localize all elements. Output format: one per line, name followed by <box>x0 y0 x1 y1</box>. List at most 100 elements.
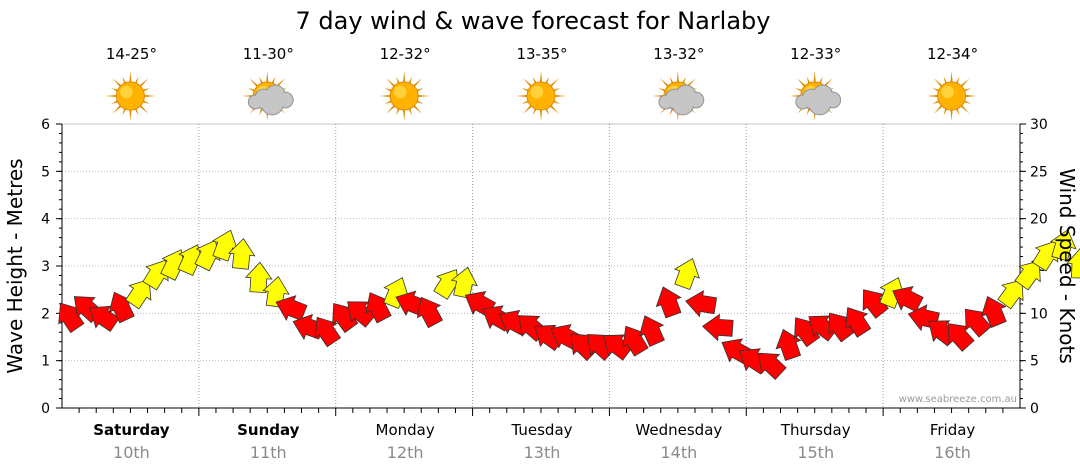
wind-arrow <box>685 289 718 318</box>
y-tick-label-left: 4 <box>41 212 50 228</box>
y-tick-label-left: 2 <box>41 306 50 322</box>
sun-ray <box>143 94 156 98</box>
day-temperature: 13-35° <box>516 45 567 63</box>
sun-ray <box>129 71 132 84</box>
sunny-icon <box>379 71 430 121</box>
day-date: 10th <box>113 443 150 462</box>
sun-ray <box>660 78 670 88</box>
y-tick-label-left: 6 <box>41 117 50 133</box>
wind-arrow <box>997 279 1024 310</box>
sun-ray <box>417 94 430 98</box>
y-tick-label-right: 25 <box>1030 164 1048 180</box>
sun-highlight <box>530 85 544 99</box>
wind-arrow <box>228 237 256 270</box>
wind-arrow <box>702 313 734 342</box>
partly-cloudy-icon <box>652 71 705 121</box>
wind-arrow <box>332 303 359 334</box>
sun-ray <box>933 104 944 114</box>
day-temperature: 14-25° <box>106 45 157 63</box>
day-name: Thursday <box>780 421 851 439</box>
sun-ray <box>959 104 970 114</box>
wind-arrow <box>383 277 410 310</box>
wind-arrow <box>964 308 992 338</box>
chart-title: 7 day wind & wave forecast for Narlaby <box>296 7 771 35</box>
y-axis-label-right: Wind Speed - Knots <box>1055 168 1079 364</box>
sun-ray <box>112 78 123 88</box>
sun-ray <box>553 94 566 98</box>
sun-highlight <box>941 85 954 99</box>
sun-highlight <box>120 85 133 99</box>
sun-highlight <box>393 85 407 99</box>
daily-forecast-header: 14-25° 11-30° 12-32° 13-35° 13-32° 12-33° 12-3… <box>105 45 978 121</box>
day-temperature: 11-30° <box>243 45 294 63</box>
day-name: Monday <box>376 421 435 439</box>
sun-ray <box>402 71 406 84</box>
wind-arrow <box>275 295 308 321</box>
wind-arrow <box>794 317 821 348</box>
wind-arrow <box>980 296 1007 328</box>
credit-text: www.seabreeze.com.au <box>899 394 1017 405</box>
day-temperature: 12-32° <box>380 45 431 63</box>
cloud <box>658 84 705 116</box>
y-axis-label-left: Wave Height - Metres <box>3 158 27 373</box>
sun-ray <box>676 71 680 84</box>
sun-ray <box>523 78 533 88</box>
day-name: Friday <box>930 421 976 439</box>
partly-cloudy-icon <box>242 71 294 121</box>
wind-arrow <box>655 286 682 319</box>
sun-ray <box>379 94 392 98</box>
sun-ray <box>549 78 559 88</box>
sun-ray <box>539 108 543 121</box>
wind-arrow <box>892 286 924 313</box>
sunny-icon <box>516 71 566 121</box>
day-labels: Saturday 10th Sunday 11th Monday 12th Tuesday 1… <box>93 421 975 462</box>
wind-arrow <box>314 316 342 348</box>
wind-arrow <box>212 229 239 262</box>
sun-ray <box>386 104 396 114</box>
day-date: 12th <box>387 443 424 462</box>
y-tick-label-right: 0 <box>1030 401 1039 417</box>
sun-ray <box>105 94 118 98</box>
y-tick-label-right: 5 <box>1030 354 1039 370</box>
cloud <box>795 84 842 116</box>
sun-ray <box>386 78 396 88</box>
y-tick-label-left: 5 <box>41 164 50 180</box>
sun-ray <box>797 78 807 88</box>
sun-ray <box>249 78 259 88</box>
day-date: 11th <box>250 443 287 462</box>
sunny-icon <box>926 71 977 121</box>
wind-arrow <box>125 278 152 310</box>
sun-ray <box>412 104 422 114</box>
wind-arrow <box>1014 260 1041 291</box>
day-date: 14th <box>660 443 697 462</box>
wind-arrow <box>1049 229 1077 262</box>
sun-ray <box>402 108 406 121</box>
cloud-fill <box>249 96 262 108</box>
day-temperature: 12-33° <box>790 45 841 63</box>
wind-arrow <box>862 289 889 319</box>
day-name: Saturday <box>93 421 170 439</box>
y-tick-label-right: 10 <box>1030 306 1048 322</box>
wind-arrow <box>673 257 700 291</box>
sun-ray <box>964 94 977 98</box>
day-name: Sunday <box>237 421 300 439</box>
sun-ray <box>813 71 816 84</box>
cloud-fill <box>796 96 809 108</box>
sun-ray <box>926 94 939 98</box>
sun-ray <box>412 78 422 88</box>
partly-cloudy-icon <box>789 71 842 121</box>
sun-ray <box>112 104 123 114</box>
sun-ray <box>950 108 953 121</box>
y-tick-label-right: 30 <box>1030 117 1048 133</box>
sun-ray <box>959 78 970 88</box>
wind-arrow <box>416 296 444 329</box>
wind-arrow <box>845 307 872 338</box>
day-date: 13th <box>524 443 561 462</box>
cloud-fill <box>809 94 830 114</box>
day-date: 15th <box>797 443 834 462</box>
sun-ray <box>138 78 149 88</box>
sun-ray <box>549 104 559 114</box>
cloud-fill <box>659 96 672 108</box>
wind-arrow <box>947 323 975 352</box>
sun-ray <box>523 104 533 114</box>
